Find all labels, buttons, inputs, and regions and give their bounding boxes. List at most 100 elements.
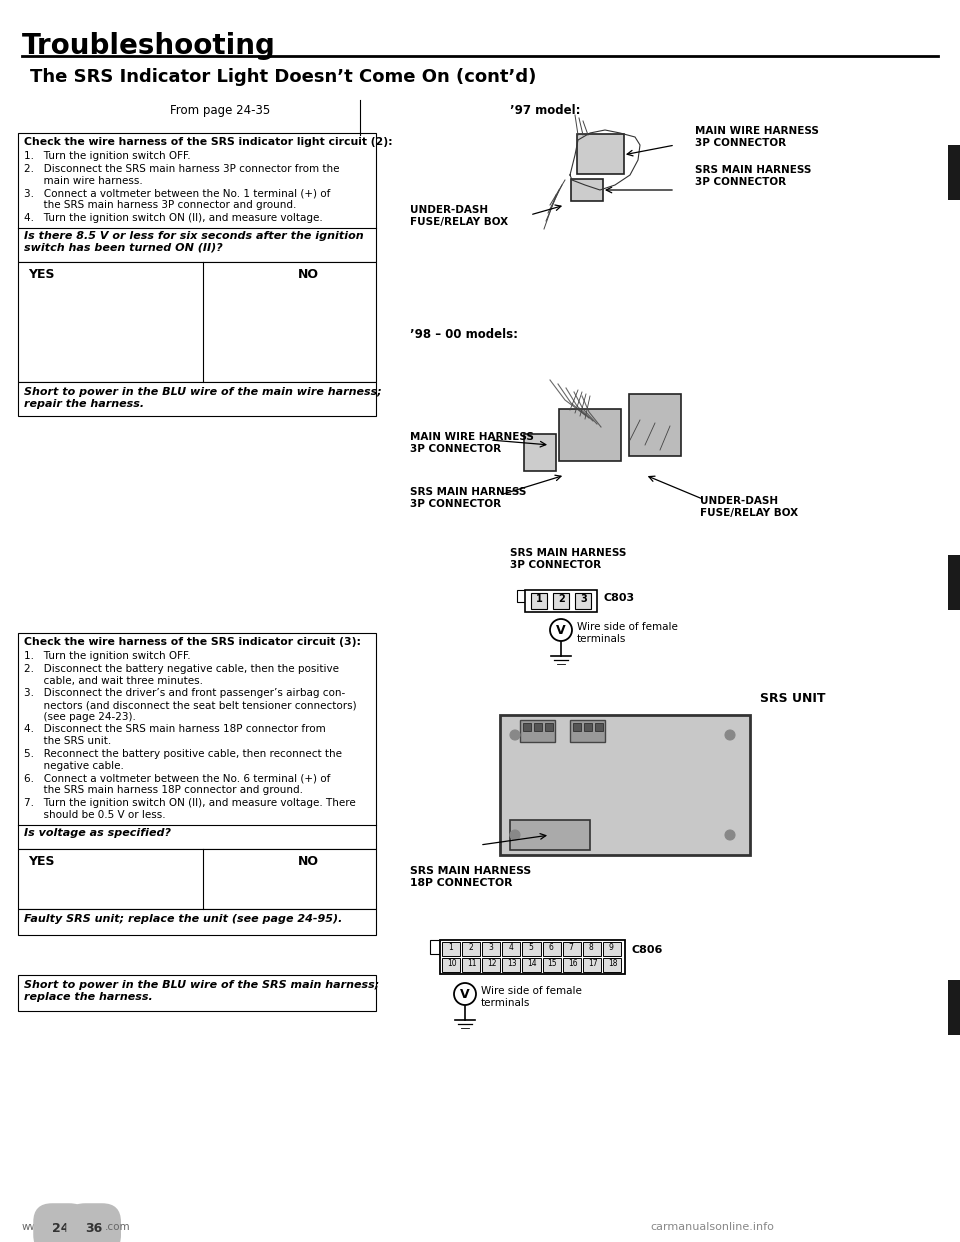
Text: UNDER-DASH
FUSE/RELAY BOX: UNDER-DASH FUSE/RELAY BOX	[700, 496, 798, 518]
Text: 2: 2	[558, 594, 564, 604]
Text: YES: YES	[28, 268, 55, 281]
Text: 6: 6	[548, 943, 554, 953]
Text: Wire side of female
terminals: Wire side of female terminals	[577, 622, 678, 643]
Text: 11: 11	[468, 959, 477, 968]
FancyBboxPatch shape	[542, 941, 561, 956]
Text: V: V	[460, 987, 469, 1001]
Text: From page 24-35: From page 24-35	[170, 104, 270, 117]
FancyBboxPatch shape	[442, 941, 460, 956]
FancyBboxPatch shape	[629, 394, 681, 456]
FancyBboxPatch shape	[517, 590, 525, 602]
Text: 24: 24	[52, 1222, 69, 1235]
FancyBboxPatch shape	[18, 133, 376, 262]
FancyBboxPatch shape	[603, 958, 621, 972]
FancyBboxPatch shape	[948, 555, 960, 610]
FancyBboxPatch shape	[500, 715, 750, 854]
FancyBboxPatch shape	[563, 958, 581, 972]
Text: 1.   Turn the ignition switch OFF.: 1. Turn the ignition switch OFF.	[24, 152, 191, 161]
FancyBboxPatch shape	[442, 958, 460, 972]
Text: 18: 18	[608, 959, 617, 968]
Text: Is there 8.5 V or less for six seconds after the ignition
switch has been turned: Is there 8.5 V or less for six seconds a…	[24, 231, 364, 252]
FancyBboxPatch shape	[525, 590, 597, 612]
Text: YES: YES	[28, 854, 55, 868]
FancyBboxPatch shape	[531, 592, 547, 609]
Text: 12: 12	[488, 959, 496, 968]
FancyBboxPatch shape	[462, 958, 480, 972]
Text: 3.   Disconnect the driver’s and front passenger’s airbag con-
      nectors (an: 3. Disconnect the driver’s and front pas…	[24, 688, 356, 722]
Text: 8: 8	[588, 943, 593, 953]
Text: www.: www.	[22, 1222, 50, 1232]
Text: 9: 9	[609, 943, 613, 953]
FancyBboxPatch shape	[522, 958, 540, 972]
FancyBboxPatch shape	[482, 941, 500, 956]
Text: 4.   Disconnect the SRS main harness 18P connector from
      the SRS unit.: 4. Disconnect the SRS main harness 18P c…	[24, 724, 325, 746]
FancyBboxPatch shape	[462, 941, 480, 956]
FancyBboxPatch shape	[948, 145, 960, 200]
FancyBboxPatch shape	[523, 723, 531, 732]
FancyBboxPatch shape	[570, 720, 605, 741]
FancyBboxPatch shape	[18, 975, 376, 1011]
Text: 13: 13	[508, 959, 517, 968]
Text: Check the wire harness of the SRS indicator circuit (3):: Check the wire harness of the SRS indica…	[24, 637, 361, 647]
Text: 1: 1	[536, 594, 542, 604]
FancyBboxPatch shape	[542, 958, 561, 972]
Text: Short to power in the BLU wire of the main wire harness;
repair the harness.: Short to power in the BLU wire of the ma…	[24, 388, 382, 409]
Text: NO: NO	[298, 268, 319, 281]
FancyBboxPatch shape	[510, 820, 590, 850]
Text: 17: 17	[588, 959, 597, 968]
FancyBboxPatch shape	[18, 633, 376, 850]
Text: Check the wire harness of the SRS indicator light circuit (2):: Check the wire harness of the SRS indica…	[24, 137, 393, 147]
Text: 3: 3	[489, 943, 493, 953]
Text: Wire side of female
terminals: Wire side of female terminals	[481, 986, 582, 1007]
FancyBboxPatch shape	[430, 940, 440, 954]
Text: MAIN WIRE HARNESS
3P CONNECTOR: MAIN WIRE HARNESS 3P CONNECTOR	[410, 432, 534, 453]
FancyBboxPatch shape	[520, 720, 555, 741]
FancyBboxPatch shape	[482, 958, 500, 972]
Text: C806: C806	[631, 945, 662, 955]
Text: ’97 model:: ’97 model:	[510, 104, 581, 117]
Text: 36: 36	[85, 1222, 103, 1235]
Text: 5.   Reconnect the battery positive cable, then reconnect the
      negative cab: 5. Reconnect the battery positive cable,…	[24, 749, 342, 770]
FancyBboxPatch shape	[948, 980, 960, 1035]
FancyBboxPatch shape	[18, 383, 376, 416]
Text: UNDER-DASH
FUSE/RELAY BOX: UNDER-DASH FUSE/RELAY BOX	[410, 205, 508, 226]
Text: 2: 2	[468, 943, 473, 953]
Text: 6.   Connect a voltmeter between the No. 6 terminal (+) of
      the SRS main ha: 6. Connect a voltmeter between the No. 6…	[24, 774, 330, 795]
Text: ao: ao	[72, 1222, 84, 1232]
FancyBboxPatch shape	[18, 262, 376, 383]
Text: 16: 16	[567, 959, 577, 968]
Text: SRS MAIN HARNESS
3P CONNECTOR: SRS MAIN HARNESS 3P CONNECTOR	[410, 487, 526, 509]
Text: 7: 7	[568, 943, 573, 953]
Text: 4.   Turn the ignition switch ON (II), and measure voltage.: 4. Turn the ignition switch ON (II), and…	[24, 212, 323, 224]
Text: ’98 – 00 models:: ’98 – 00 models:	[410, 328, 518, 342]
Text: MAIN WIRE HARNESS
3P CONNECTOR: MAIN WIRE HARNESS 3P CONNECTOR	[695, 125, 819, 148]
FancyBboxPatch shape	[440, 940, 625, 974]
Circle shape	[510, 730, 520, 740]
Text: 2.   Disconnect the SRS main harness 3P connector from the
      main wire harne: 2. Disconnect the SRS main harness 3P co…	[24, 164, 340, 185]
FancyBboxPatch shape	[559, 409, 621, 461]
Circle shape	[510, 830, 520, 840]
Text: 10: 10	[447, 959, 457, 968]
Text: 3: 3	[580, 594, 587, 604]
FancyBboxPatch shape	[603, 941, 621, 956]
FancyBboxPatch shape	[522, 941, 540, 956]
FancyBboxPatch shape	[573, 723, 581, 732]
Text: 15: 15	[547, 959, 557, 968]
FancyBboxPatch shape	[577, 134, 624, 174]
Text: 1: 1	[448, 943, 453, 953]
FancyBboxPatch shape	[584, 723, 592, 732]
Circle shape	[725, 830, 735, 840]
FancyBboxPatch shape	[545, 723, 553, 732]
Text: NO: NO	[298, 854, 319, 868]
Text: The SRS Indicator Light Doesn’t Come On (cont’d): The SRS Indicator Light Doesn’t Come On …	[30, 68, 537, 86]
FancyBboxPatch shape	[502, 941, 520, 956]
Text: 3.   Connect a voltmeter between the No. 1 terminal (+) of
      the SRS main ha: 3. Connect a voltmeter between the No. 1…	[24, 189, 330, 210]
FancyBboxPatch shape	[583, 941, 601, 956]
FancyBboxPatch shape	[553, 592, 569, 609]
FancyBboxPatch shape	[534, 723, 542, 732]
Text: 5: 5	[529, 943, 534, 953]
Text: C803: C803	[603, 592, 635, 604]
FancyBboxPatch shape	[502, 958, 520, 972]
Text: SRS MAIN HARNESS
18P CONNECTOR: SRS MAIN HARNESS 18P CONNECTOR	[410, 866, 531, 888]
Circle shape	[725, 730, 735, 740]
